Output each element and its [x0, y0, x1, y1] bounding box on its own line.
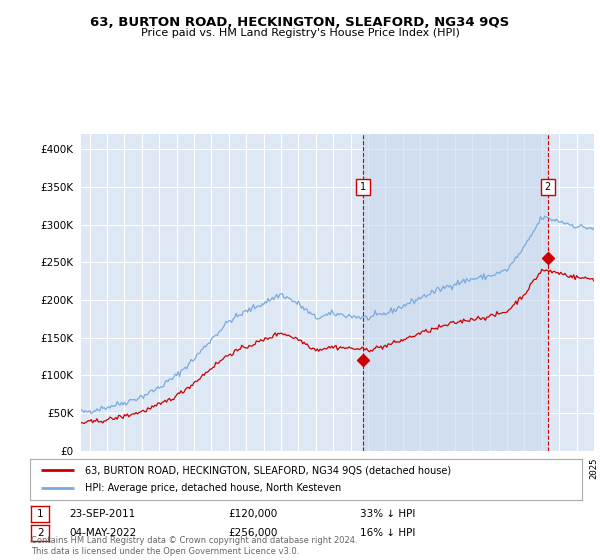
Bar	[363, 134, 548, 451]
Text: 16% ↓ HPI: 16% ↓ HPI	[360, 528, 415, 538]
Text: Contains HM Land Registry data © Crown copyright and database right 2024.
This d: Contains HM Land Registry data © Crown c…	[31, 536, 358, 556]
Text: 23-SEP-2011: 23-SEP-2011	[69, 509, 135, 519]
Text: HPI: Average price, detached house, North Kesteven: HPI: Average price, detached house, Nort…	[85, 483, 341, 493]
FancyBboxPatch shape	[541, 179, 554, 195]
Text: 1: 1	[37, 509, 44, 519]
Text: 1: 1	[360, 182, 366, 192]
Text: 63, BURTON ROAD, HECKINGTON, SLEAFORD, NG34 9QS (detached house): 63, BURTON ROAD, HECKINGTON, SLEAFORD, N…	[85, 465, 451, 475]
Text: 63, BURTON ROAD, HECKINGTON, SLEAFORD, NG34 9QS: 63, BURTON ROAD, HECKINGTON, SLEAFORD, N…	[91, 16, 509, 29]
Text: 33% ↓ HPI: 33% ↓ HPI	[360, 509, 415, 519]
Text: 04-MAY-2022: 04-MAY-2022	[69, 528, 136, 538]
Text: 2: 2	[37, 528, 44, 538]
Text: 2: 2	[545, 182, 551, 192]
Text: £120,000: £120,000	[228, 509, 277, 519]
FancyBboxPatch shape	[356, 179, 370, 195]
Text: Price paid vs. HM Land Registry's House Price Index (HPI): Price paid vs. HM Land Registry's House …	[140, 28, 460, 38]
Text: £256,000: £256,000	[228, 528, 277, 538]
